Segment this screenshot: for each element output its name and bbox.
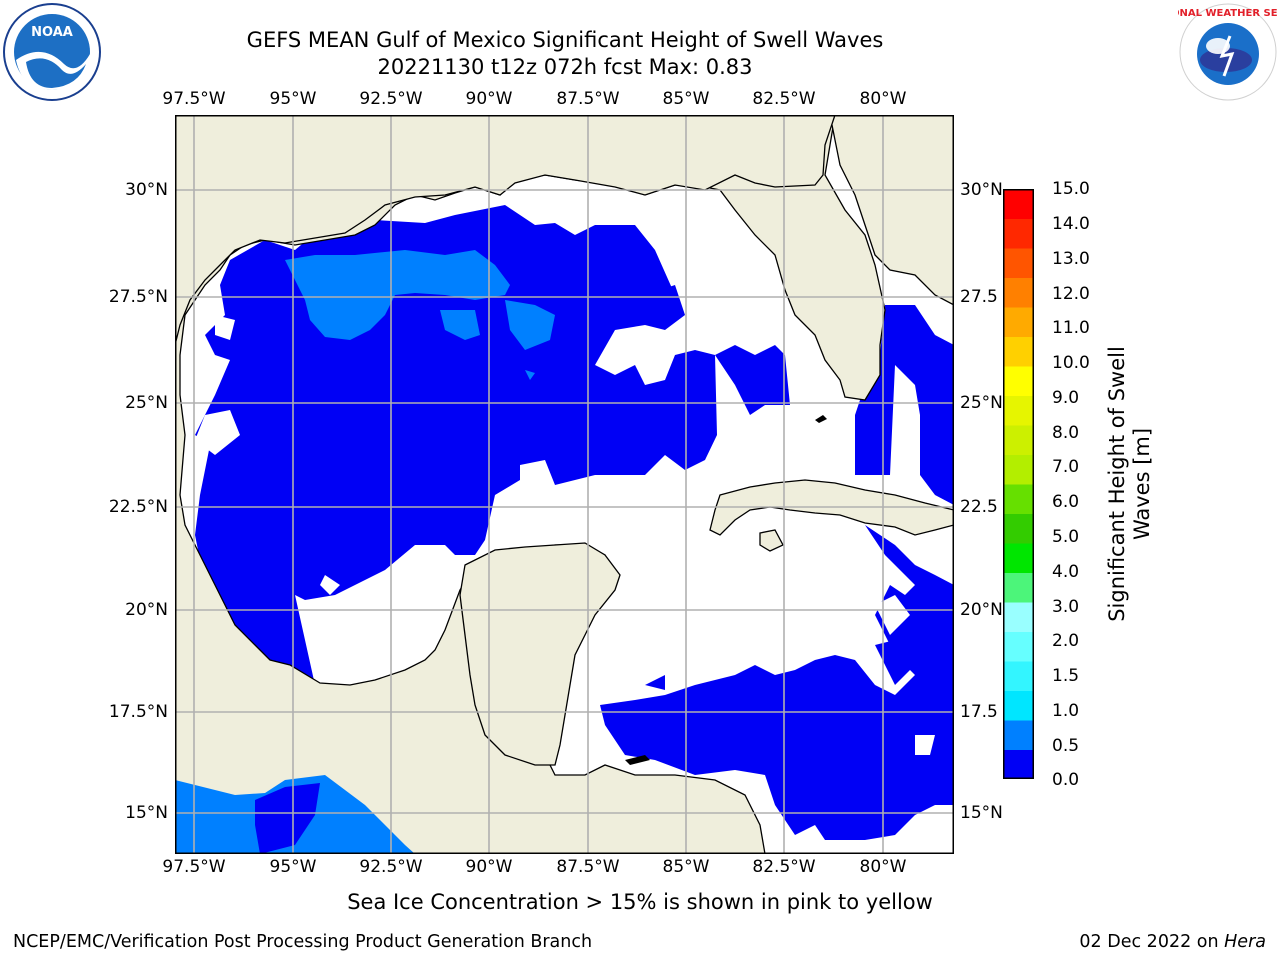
lat-label: 20°N [960,600,1003,620]
sea-ice-note: Sea Ice Concentration > 15% is shown in … [347,890,933,914]
lat-label: 22.5°N [108,497,168,517]
footer-host: Hera [1224,932,1266,952]
colorbar-swatch [1003,690,1034,721]
lat-label: 17.5 [960,702,998,722]
lat-label: 15°N [125,803,168,823]
colorbar-swatch [1003,425,1034,455]
colorbar-swatch [1003,454,1034,485]
lat-label: 15°N [960,803,1003,823]
map-title: GEFS MEAN Gulf of Mexico Significant Hei… [246,28,884,52]
lon-label: 82.5°W [752,89,816,109]
colorbar-swatch [1003,484,1034,514]
colorbar-swatch [1003,307,1034,337]
svg-text:NATIONAL WEATHER SERVICE: NATIONAL WEATHER SERVICE [1178,8,1278,19]
lat-label: 22.5 [960,497,998,517]
lon-label: 82.5°W [752,857,816,877]
colorbar-label-line2: Waves [m] [1130,427,1154,541]
colorbar-tick: 14.0 [1052,214,1090,234]
map-subtitle: 20221130 t12z 072h fcst Max: 0.83 [377,55,753,79]
colorbar-swatch [1003,631,1034,662]
map-panel [174,114,955,855]
colorbar-tick: 2.0 [1052,631,1080,651]
colorbar-swatch [1003,661,1034,691]
lon-label: 87.5°W [556,857,620,877]
svg-text:NOAA: NOAA [31,25,73,40]
colorbar [1003,189,1034,780]
footer-date-text: 02 Dec 2022 on [1079,932,1225,952]
lon-label: 80°W [859,89,907,109]
colorbar-tick: 9.0 [1052,388,1080,408]
lat-label: 27.5°N [108,287,168,307]
colorbar-tick: 6.0 [1052,492,1080,512]
colorbar-swatch [1003,749,1034,780]
colorbar-tick: 15.0 [1052,179,1090,199]
colorbar-swatch [1003,277,1034,308]
colorbar-tick: 0.0 [1052,770,1080,790]
colorbar-tick: 7.0 [1052,457,1080,477]
colorbar-tick: 8.0 [1052,423,1080,443]
land-us-gulf-coast [174,114,836,346]
swell-region-mid [285,250,510,340]
colorbar-swatch [1003,248,1034,278]
colorbar-swatches [1003,189,1034,780]
footer-credit: NCEP/EMC/Verification Post Processing Pr… [13,932,593,952]
colorbar-swatch [1003,366,1034,396]
lat-label: 25°N [125,393,168,413]
lon-label: 80°W [859,857,907,877]
colorbar-swatch [1003,189,1034,219]
graticule [175,115,954,854]
colorbar-swatch [1003,602,1034,632]
lon-label: 92.5°W [359,857,423,877]
colorbar-swatch [1003,395,1034,426]
lon-label: 87.5°W [556,89,620,109]
colorbar-tick: 5.0 [1052,527,1080,547]
lon-label: 90°W [465,89,513,109]
colorbar-swatch [1003,572,1034,603]
lon-label: 95°W [269,89,317,109]
colorbar-tick: 13.0 [1052,249,1090,269]
lat-label: 17.5°N [108,702,168,722]
lon-label: 97.5°W [162,857,226,877]
lon-label: 97.5°W [162,89,226,109]
colorbar-swatch [1003,336,1034,367]
lon-label: 90°W [465,857,513,877]
colorbar-tick: 10.0 [1052,353,1090,373]
colorbar-tick: 12.0 [1052,284,1090,304]
footer-date: 02 Dec 2022 on Hera [1079,932,1266,952]
map-frame [175,115,954,854]
land-yucatan [459,542,621,766]
colorbar-swatch [1003,543,1034,573]
colorbar-tick: 11.0 [1052,318,1090,338]
lat-label: 20°N [125,600,168,620]
lon-label: 95°W [269,857,317,877]
colorbar-swatch [1003,513,1034,544]
colorbar-tick: 0.5 [1052,736,1080,756]
nws-logo: NATIONAL WEATHER SERVICE [1145,2,1280,102]
colorbar-tick: 1.0 [1052,701,1080,721]
colorbar-swatch [1003,218,1034,249]
colorbar-frame [1003,189,1034,779]
lat-label: 30°N [960,180,1003,200]
colorbar-tick: 4.0 [1052,562,1080,582]
swell-region-caribbean [600,525,954,840]
map-canvas [174,114,955,855]
noaa-logo: NOAA [2,2,102,102]
colorbar-swatch [1003,720,1034,750]
colorbar-tick: 1.5 [1052,666,1080,686]
lat-label: 30°N [125,180,168,200]
colorbar-tick: 3.0 [1052,597,1080,617]
lon-label: 85°W [662,89,710,109]
lat-label: 27.5 [960,287,998,307]
lon-label: 85°W [662,857,710,877]
lat-label: 25°N [960,393,1003,413]
lon-label: 92.5°W [359,89,423,109]
colorbar-label-line1: Significant Height of Swell [1105,346,1129,622]
